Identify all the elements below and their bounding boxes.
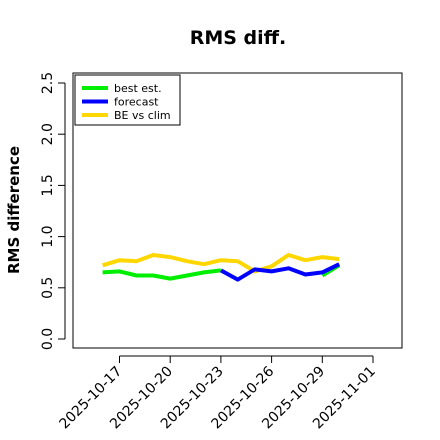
y-axis: 0.0 0.5 1.0 1.5 2.0 2.5	[40, 72, 66, 350]
series-line-2	[219, 262, 341, 282]
y-axis-label: RMS difference	[5, 146, 23, 274]
plot-frame	[72, 72, 403, 349]
legend-label: forecast	[114, 96, 159, 109]
legend-label: best est.	[114, 82, 162, 95]
chart-title: RMS diff.	[190, 27, 287, 49]
y-tick-label: 1.0	[40, 225, 56, 247]
legend-label: BE vs clim	[114, 109, 171, 122]
y-tick-label: 2.0	[40, 123, 56, 145]
series-line-3	[102, 253, 340, 274]
y-tick-label: 0.0	[40, 328, 56, 350]
y-tick-label: 1.5	[40, 174, 56, 196]
x-axis: 2025-10-172025-10-202025-10-232025-10-26…	[56, 355, 379, 432]
series-lines	[102, 253, 341, 282]
y-tick-label: 2.5	[40, 72, 56, 94]
y-tick-label: 0.5	[40, 277, 56, 299]
